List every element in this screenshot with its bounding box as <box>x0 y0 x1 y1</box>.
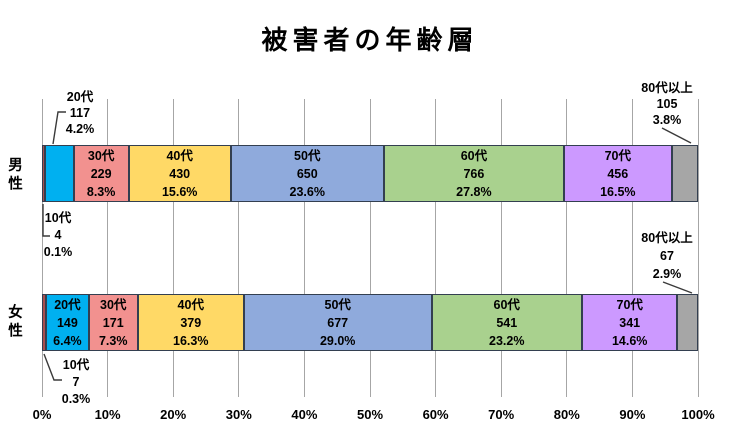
bar-segment <box>671 145 698 202</box>
segment-percent: 16.3% <box>173 333 209 348</box>
segment-label: 50代 <box>324 297 351 312</box>
callout-female-teens: 10代 7 0.3% <box>54 357 98 408</box>
category-label-male: 男性 <box>6 157 22 194</box>
segment-percent: 23.2% <box>489 333 525 348</box>
segment-percent: 6.4% <box>53 333 82 348</box>
chart-title: 被害者の年齢層 <box>261 25 479 55</box>
annotation-label: 80代以上 <box>641 81 693 95</box>
segment-percent: 14.6% <box>611 333 648 348</box>
gridline <box>107 99 109 397</box>
segment-label: 60代 <box>460 148 488 163</box>
segment-label: 30代 <box>87 148 115 163</box>
annotation-percent: 0.3% <box>61 392 91 406</box>
segment-label: 60代 <box>493 297 520 312</box>
bar-segment <box>44 145 74 202</box>
segment-percent: 27.8% <box>456 184 492 199</box>
segment-count: 171 <box>102 315 124 330</box>
annotation-percent: 0.1% <box>43 245 73 259</box>
bar-segment: 20代 149 6.4% <box>45 294 89 351</box>
segment-count: 149 <box>56 315 78 330</box>
x-tick-label: 70% <box>488 407 515 422</box>
segment-count: 379 <box>180 315 202 330</box>
gridline <box>697 99 699 397</box>
annotation-count: 7 <box>72 375 80 389</box>
callout-male-20s: 20代 117 4.2% <box>56 89 104 137</box>
segment-count: 541 <box>496 315 518 330</box>
bar-segment <box>677 294 698 351</box>
annotation-label: 80代以上 <box>641 231 693 245</box>
segment-count: 341 <box>619 315 641 330</box>
bar-segment: 40代 379 16.3% <box>137 294 244 351</box>
x-tick-label: 30% <box>225 407 252 422</box>
segment-percent: 15.6% <box>161 184 198 199</box>
bar-segment: 60代 766 27.8% <box>383 145 564 202</box>
annotation-count: 4 <box>54 228 62 242</box>
callout-male-80plus: 80代以上 105 3.8% <box>631 80 703 128</box>
segment-percent: 8.3% <box>86 184 116 199</box>
segment-label: 70代 <box>616 297 643 312</box>
segment-count: 430 <box>169 166 191 181</box>
x-tick-label: 20% <box>160 407 187 422</box>
gridline <box>435 99 437 397</box>
x-tick-label: 50% <box>356 407 384 422</box>
segment-label: 50代 <box>294 148 321 163</box>
segment-label: 30代 <box>100 297 127 312</box>
annotation-label: 10代 <box>44 211 72 225</box>
segment-label: 20代 <box>54 297 81 312</box>
bar-segment: 50代 677 29.0% <box>243 294 432 351</box>
gridline <box>631 99 633 397</box>
annotation-count: 105 <box>656 97 678 111</box>
annotation-count: 67 <box>660 249 674 263</box>
x-tick-label: 100% <box>681 407 715 422</box>
segment-label: 40代 <box>166 148 193 163</box>
bar-segment <box>42 294 46 351</box>
segment-percent: 7.3% <box>98 333 128 348</box>
gridline <box>500 99 502 397</box>
bar-segment: 30代 171 7.3% <box>88 294 138 351</box>
annotation-percent: 4.2% <box>65 122 95 136</box>
segment-label: 40代 <box>177 297 204 312</box>
segment-count: 766 <box>463 166 485 181</box>
segment-percent: 29.0% <box>319 333 356 348</box>
bar-segment: 70代 456 16.5% <box>563 145 672 202</box>
x-tick-label: 40% <box>291 407 318 422</box>
annotation-count: 117 <box>69 106 91 120</box>
gridline <box>41 99 43 397</box>
bar-segment <box>42 145 45 202</box>
bar-segment: 50代 650 23.6% <box>230 145 384 202</box>
segment-label: 70代 <box>604 148 631 163</box>
annotation-percent: 3.8% <box>652 113 682 127</box>
segment-count: 677 <box>327 315 349 330</box>
segment-percent: 16.5% <box>600 184 636 199</box>
segment-count: 456 <box>607 166 629 181</box>
gridline <box>172 99 174 397</box>
x-tick-label: 0% <box>32 407 52 422</box>
bar-male: 30代 229 8.3% 40代 430 15.6% 50代 650 23.6% 60代 766 27… <box>42 145 698 202</box>
annotation-label: 10代 <box>62 358 90 372</box>
callout-male-teens: 10代 4 0.1% <box>37 210 79 261</box>
x-tick-label: 10% <box>94 407 121 422</box>
category-label-female: 女性 <box>6 304 22 341</box>
gridline <box>238 99 240 397</box>
gridline <box>303 99 305 397</box>
plot-area: 30代 229 8.3% 40代 430 15.6% 50代 650 23.6% 60代 766 27… <box>41 99 699 397</box>
bar-segment: 40代 430 15.6% <box>128 145 231 202</box>
bar-segment: 30代 229 8.3% <box>73 145 129 202</box>
segment-count: 229 <box>90 166 112 181</box>
bar-female: 20代 149 6.4% 30代 171 7.3% 40代 379 16.3% 50代 677 29.… <box>42 294 698 351</box>
callout-female-80plus: 80代以上 67 2.9% <box>631 229 703 283</box>
gridline <box>369 99 371 397</box>
segment-count: 650 <box>296 166 318 181</box>
bar-segment: 70代 341 14.6% <box>581 294 678 351</box>
x-tick-label: 90% <box>619 407 646 422</box>
bar-segment: 60代 541 23.2% <box>431 294 582 351</box>
segment-percent: 23.6% <box>289 184 325 199</box>
gridline <box>566 99 568 397</box>
annotation-label: 20代 <box>66 90 94 104</box>
x-tick-label: 80% <box>553 407 580 422</box>
x-tick-label: 60% <box>422 407 449 422</box>
annotation-percent: 2.9% <box>652 267 682 281</box>
